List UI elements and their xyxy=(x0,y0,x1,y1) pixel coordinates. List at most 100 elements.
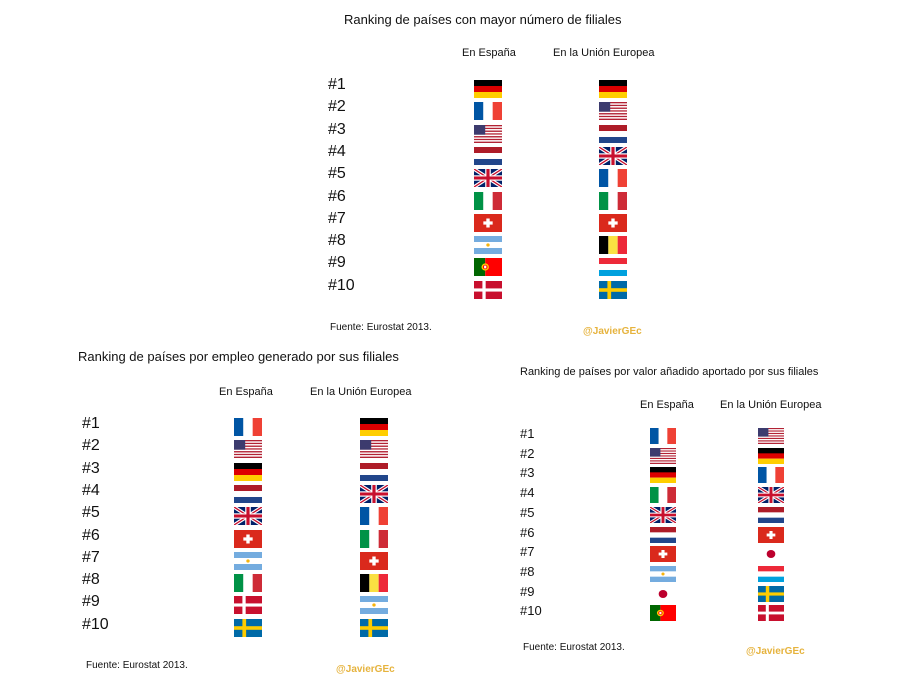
argentina-flag xyxy=(360,596,388,615)
france-flag xyxy=(599,169,627,188)
uk-flag xyxy=(599,146,627,165)
uk-flag xyxy=(234,507,262,526)
rank-label: #7 xyxy=(82,548,100,566)
germany-flag xyxy=(599,80,627,98)
rank-label: #2 xyxy=(82,437,100,455)
rank-label: #5 xyxy=(328,165,346,183)
uk-flag xyxy=(474,169,502,188)
france-flag xyxy=(234,418,262,436)
rank-label: #4 xyxy=(328,142,346,160)
belgium-flag xyxy=(360,574,388,593)
argentina-flag xyxy=(234,551,262,570)
luxembourg-flag xyxy=(758,565,784,582)
rank-label: #1 xyxy=(328,76,346,93)
column-header-eu: En la Unión Europea xyxy=(553,47,655,59)
france-flag xyxy=(758,467,784,484)
rank-label: #3 xyxy=(328,120,346,138)
rank-label: #10 xyxy=(328,276,355,294)
rank-label: #8 xyxy=(82,571,100,589)
germany-flag xyxy=(758,447,784,464)
rank-label: #5 xyxy=(82,504,100,522)
netherlands-flag xyxy=(650,526,676,543)
rank-label: #1 xyxy=(82,415,100,432)
portugal-flag xyxy=(650,605,676,622)
rank-label: #6 xyxy=(328,187,346,205)
japan-flag xyxy=(650,585,676,602)
switzerland-flag xyxy=(360,551,388,570)
germany-flag xyxy=(234,462,262,481)
rank-label: #8 xyxy=(328,232,346,250)
denmark-flag xyxy=(474,280,502,299)
italy-flag xyxy=(599,191,627,210)
germany-flag xyxy=(360,418,388,436)
denmark-flag xyxy=(234,596,262,615)
netherlands-flag xyxy=(474,146,502,165)
sweden-flag xyxy=(758,585,784,602)
rank-label: #2 xyxy=(328,98,346,116)
switzerland-flag xyxy=(650,546,676,563)
rank-label: #4 xyxy=(520,485,535,501)
uk-flag xyxy=(360,484,388,503)
panel-title: Ranking de países por valor añadido apor… xyxy=(520,366,819,378)
column-header-spain: En España xyxy=(640,399,694,411)
germany-flag xyxy=(650,467,676,484)
rank-label: #6 xyxy=(82,526,100,544)
italy-flag xyxy=(234,574,262,593)
usa-flag xyxy=(474,124,502,143)
sweden-flag xyxy=(599,280,627,299)
column-header-eu: En la Unión Europea xyxy=(720,399,822,411)
rank-label: #6 xyxy=(520,524,535,540)
italy-flag xyxy=(650,487,676,504)
netherlands-flag xyxy=(360,462,388,481)
source-note: Fuente: Eurostat 2013. xyxy=(330,322,432,333)
rank-label: #7 xyxy=(520,544,535,560)
rank-label: #9 xyxy=(520,583,535,599)
rank-label: #9 xyxy=(82,593,100,611)
rank-label: #10 xyxy=(520,603,542,619)
column-header-spain: En España xyxy=(462,47,516,59)
source-note: Fuente: Eurostat 2013. xyxy=(523,642,625,653)
rank-label: #4 xyxy=(82,481,100,499)
italy-flag xyxy=(474,191,502,210)
panel-title: Ranking de países con mayor número de fi… xyxy=(344,12,622,27)
belgium-flag xyxy=(599,236,627,255)
japan-flag xyxy=(758,546,784,563)
column-header-eu: En la Unión Europea xyxy=(310,386,412,398)
rank-label: #8 xyxy=(520,563,535,579)
rank-label: #7 xyxy=(328,209,346,227)
switzerland-flag xyxy=(599,213,627,232)
usa-flag xyxy=(650,447,676,464)
argentina-flag xyxy=(650,565,676,582)
italy-flag xyxy=(360,529,388,548)
rank-label: #1 xyxy=(520,426,535,441)
switzerland-flag xyxy=(474,213,502,232)
usa-flag xyxy=(599,102,627,121)
uk-flag xyxy=(650,506,676,523)
usa-flag xyxy=(758,428,784,444)
rank-label: #2 xyxy=(520,445,535,461)
portugal-flag xyxy=(474,258,502,277)
luxembourg-flag xyxy=(599,258,627,277)
author-handle: @JavierGEc xyxy=(746,646,805,657)
netherlands-flag xyxy=(234,484,262,503)
switzerland-flag xyxy=(758,526,784,543)
netherlands-flag xyxy=(758,506,784,523)
rank-label: #5 xyxy=(520,504,535,520)
usa-flag xyxy=(234,440,262,459)
rank-label: #3 xyxy=(520,465,535,481)
denmark-flag xyxy=(758,605,784,622)
panel-title: Ranking de países por empleo generado po… xyxy=(78,349,399,364)
germany-flag xyxy=(474,80,502,98)
france-flag xyxy=(650,428,676,444)
rank-label: #10 xyxy=(82,615,109,633)
sweden-flag xyxy=(234,618,262,637)
source-note: Fuente: Eurostat 2013. xyxy=(86,660,188,671)
france-flag xyxy=(360,507,388,526)
author-handle: @JavierGEc xyxy=(583,326,642,337)
rank-label: #9 xyxy=(328,254,346,272)
column-header-spain: En España xyxy=(219,386,273,398)
rank-label: #3 xyxy=(82,459,100,477)
switzerland-flag xyxy=(234,529,262,548)
netherlands-flag xyxy=(599,124,627,143)
author-handle: @JavierGEc xyxy=(336,664,395,675)
